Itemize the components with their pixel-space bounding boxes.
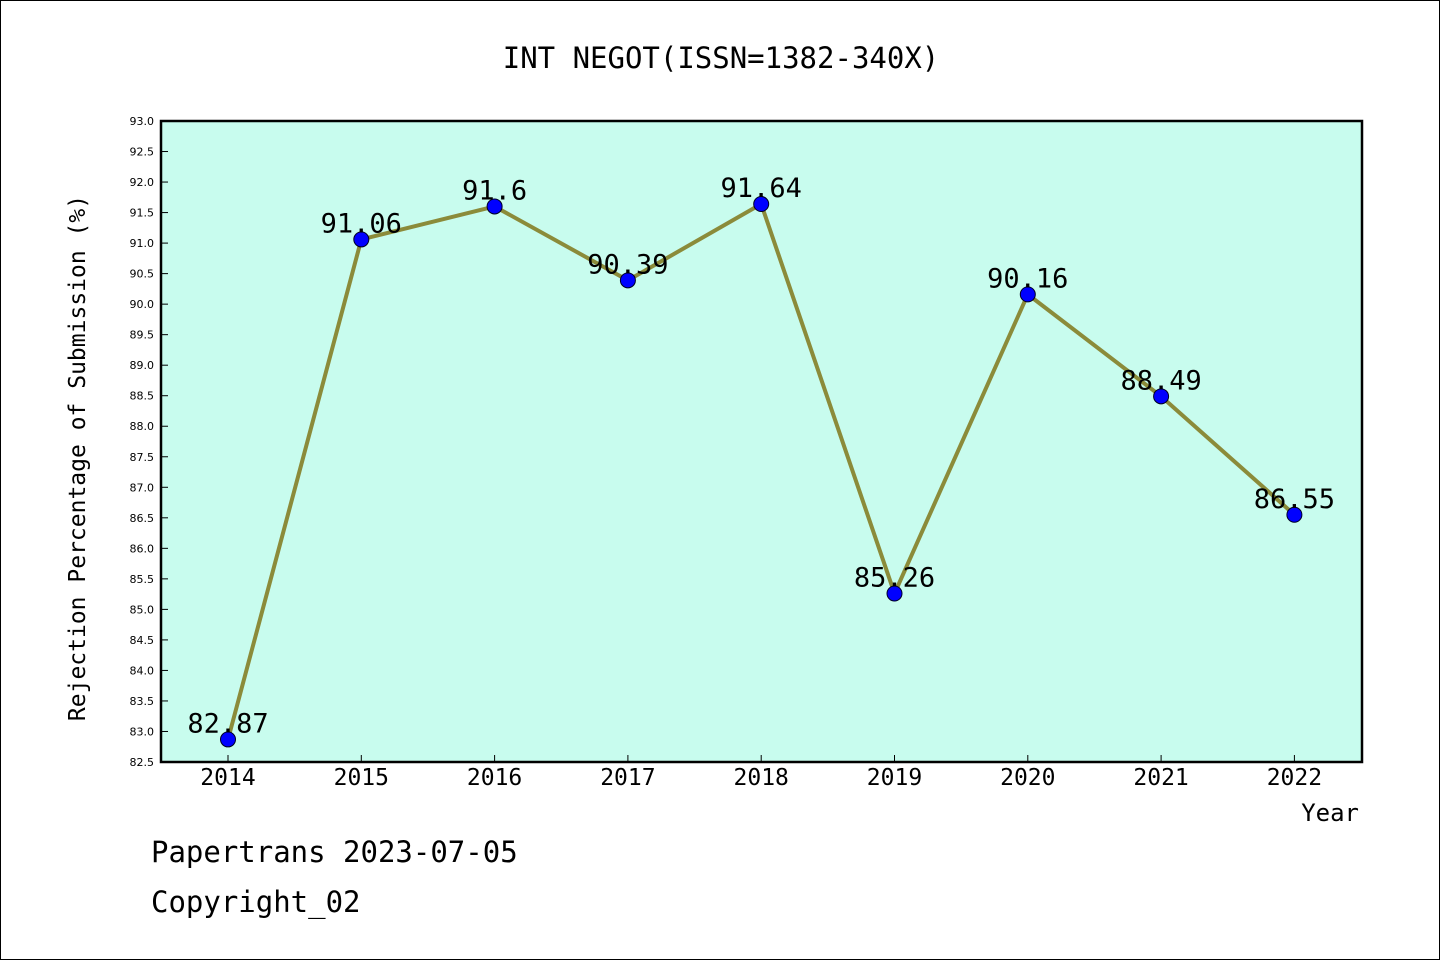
- y-tick-label: 93.0: [130, 115, 155, 128]
- data-point: [1153, 388, 1170, 405]
- data-label: 91.64: [721, 173, 802, 204]
- data-point: [486, 198, 503, 215]
- footer-copyright: Copyright_02: [151, 885, 361, 919]
- data-label: 91.6: [462, 175, 527, 206]
- data-point: [1286, 506, 1303, 523]
- plot-area: [159, 119, 1364, 764]
- y-tick-label: 91.0: [130, 237, 155, 250]
- y-axis: 82.5 83.0 83.5 84.0 84.5 85.0 85.5 86.0 86.5 87.0…: [130, 115, 168, 769]
- x-tick-label: 2017: [600, 765, 655, 791]
- data-point: [886, 585, 903, 602]
- y-tick-label: 86.5: [130, 512, 155, 525]
- y-tick-label: 83.5: [130, 695, 155, 708]
- y-tick-label: 88.5: [130, 390, 155, 403]
- series-rejection-percentage: 82.87 91.06 91.6 90.39 91.64 85.26 90.16 88.49 8…: [187, 173, 1335, 748]
- x-axis-label: Year: [1301, 799, 1359, 827]
- y-tick-label: 87.5: [130, 451, 155, 464]
- data-label: 82.87: [187, 708, 268, 739]
- y-tick-label: 90.5: [130, 268, 155, 281]
- y-tick-label: 92.0: [130, 176, 155, 189]
- y-tick-label: 92.5: [130, 146, 155, 159]
- data-label: 85.26: [854, 563, 935, 594]
- data-label: 88.49: [1120, 365, 1201, 396]
- y-tick-label: 91.5: [130, 207, 155, 220]
- data-label: 90.16: [987, 263, 1068, 294]
- x-tick-label: 2022: [1267, 765, 1322, 791]
- data-point: [220, 731, 236, 748]
- y-axis-label: Rejection Percentage of Submission (%): [65, 195, 91, 721]
- y-tick-label: 86.0: [130, 542, 155, 555]
- x-tick-label: 2018: [734, 765, 789, 791]
- y-tick-label: 84.5: [130, 634, 155, 647]
- y-tick-label: 82.5: [130, 756, 155, 769]
- x-tick-label: 2016: [467, 765, 522, 791]
- footer-watermark: Papertrans 2023-07-05: [151, 835, 518, 869]
- y-tick-label: 89.0: [130, 359, 155, 372]
- data-label: 91.06: [321, 208, 402, 239]
- data-point: [619, 272, 636, 289]
- y-tick-label: 89.5: [130, 329, 155, 342]
- y-tick-label: 90.0: [130, 298, 155, 311]
- x-tick-label: 2014: [200, 765, 255, 791]
- chart-title: INT NEGOT(ISSN=1382-340X): [503, 41, 940, 75]
- data-point: [1019, 286, 1036, 303]
- x-tick-label: 2015: [334, 765, 389, 791]
- x-tick-label: 2021: [1133, 765, 1188, 791]
- data-label: 86.55: [1254, 484, 1335, 515]
- y-tick-label: 88.0: [130, 420, 155, 433]
- x-tick-label: 2019: [867, 765, 922, 791]
- data-label: 90.39: [587, 249, 668, 280]
- data-point: [353, 231, 370, 248]
- y-tick-label: 85.0: [130, 603, 155, 616]
- y-tick-label: 85.5: [130, 573, 155, 586]
- x-tick-label: 2020: [1000, 765, 1055, 791]
- y-tick-label: 84.0: [130, 664, 155, 677]
- y-tick-label: 87.0: [130, 481, 155, 494]
- y-tick-label: 83.0: [130, 725, 155, 738]
- x-axis: 2014 2015 2016 2017 2018 2019 2020 2021 2022: [200, 755, 1322, 791]
- data-point: [753, 196, 770, 213]
